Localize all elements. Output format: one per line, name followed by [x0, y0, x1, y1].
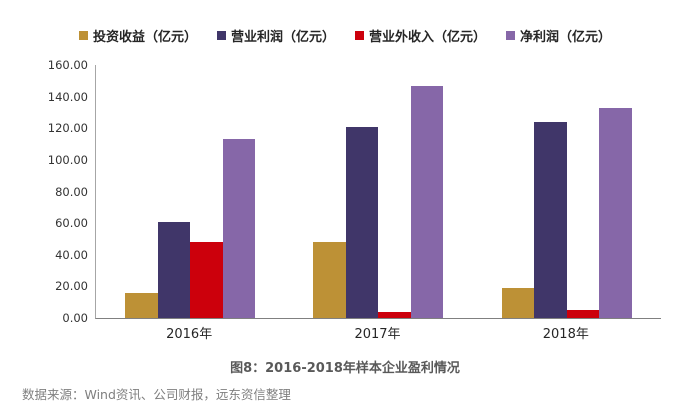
legend-swatch-icon — [506, 31, 516, 40]
legend-label: 营业利润（亿元） — [230, 30, 335, 45]
legend-item-3: 净利润（亿元） — [506, 26, 611, 45]
y-tick-label: 120.00 — [47, 121, 88, 136]
x-axis: 2016年 2017年 2018年 — [95, 323, 660, 342]
legend-label: 投资收益（亿元） — [92, 30, 197, 45]
bar-series2-2018年 — [566, 310, 600, 318]
legend-label: 营业外收入（亿元） — [369, 30, 487, 45]
bar-group-2017年 — [313, 65, 444, 318]
bar-series0-2018年 — [501, 287, 535, 318]
y-tick-label: 80.00 — [55, 184, 88, 199]
bar-group-2018年 — [501, 65, 632, 318]
bar-series1-2016年 — [157, 221, 191, 318]
y-axis: 160.00 140.00 120.00 100.00 80.00 60.00 40.00 2… — [28, 58, 88, 325]
chart-title: 图8：2016-2018年样本企业盈利情况 — [230, 361, 460, 376]
source-note: 数据来源：Wind资讯、公司财报，远东资信整理 — [22, 387, 291, 402]
y-tick-label: 160.00 — [47, 58, 88, 72]
legend-swatch-icon — [355, 31, 364, 40]
y-tick-label: 140.00 — [47, 89, 88, 104]
y-tick-label: 0.00 — [62, 311, 88, 325]
legend-swatch-icon — [216, 31, 226, 40]
legend-item-2: 营业外收入（亿元） — [355, 26, 486, 45]
bar-series3-2016年 — [222, 139, 256, 318]
x-axis-label: 2018年 — [542, 327, 589, 342]
bar-series3-2018年 — [599, 107, 632, 318]
bar-series3-2017年 — [410, 85, 444, 318]
bar-series0-2016年 — [125, 292, 158, 318]
plot-area — [95, 65, 661, 319]
legend: 投资收益（亿元） 营业利润（亿元） 营业外收入（亿元） 净利润（亿元） — [0, 26, 690, 45]
x-axis-label: 2017年 — [354, 327, 401, 342]
bar-group-2016年 — [125, 65, 256, 318]
legend-label: 净利润（亿元） — [520, 30, 612, 45]
x-axis-label: 2016年 — [166, 327, 213, 342]
bar-series1-2018年 — [534, 121, 567, 318]
bar-series2-2016年 — [190, 242, 223, 318]
bar-series1-2017年 — [345, 126, 379, 318]
legend-item-0: 投资收益（亿元） — [78, 26, 197, 45]
y-tick-label: 60.00 — [55, 216, 88, 231]
legend-swatch-icon — [78, 31, 88, 40]
y-tick-label: 40.00 — [55, 247, 88, 262]
y-tick-label: 100.00 — [47, 152, 88, 167]
y-tick-label: 20.00 — [55, 279, 88, 294]
bar-series0-2017年 — [313, 242, 346, 318]
legend-item-1: 营业利润（亿元） — [216, 26, 335, 45]
bar-series2-2017年 — [378, 311, 411, 318]
